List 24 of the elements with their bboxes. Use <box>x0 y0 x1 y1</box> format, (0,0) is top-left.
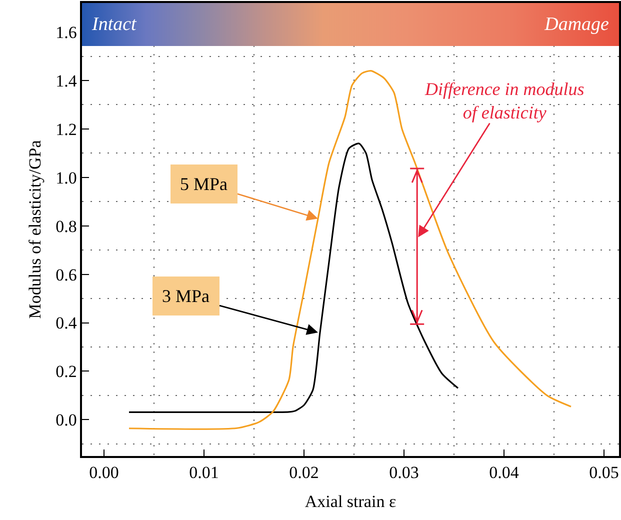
y-tick-label: 1.2 <box>56 120 77 139</box>
annotation: 5 MPa <box>180 174 228 194</box>
y-tick-label: 0.0 <box>56 410 77 430</box>
x-axis-title: Axial strain ε <box>304 492 396 512</box>
y-tick-label: 0.4 <box>56 314 78 333</box>
y-tick-label: 0.6 <box>56 265 77 284</box>
x-tick-label: 0.02 <box>289 463 319 482</box>
y-tick-label: 1.0 <box>56 168 77 188</box>
y-tick-label: 1.4 <box>56 71 78 90</box>
annotation: Intact <box>92 14 136 36</box>
y-tick-label: 0.2 <box>56 362 77 382</box>
x-tick-label: 0.01 <box>189 463 219 482</box>
annotation: 3 MPa <box>162 286 210 306</box>
x-tick-label: 0.05 <box>589 463 619 482</box>
annotation: Damage <box>544 14 609 36</box>
x-tick-label: 0.03 <box>389 463 419 482</box>
x-tick-label: 0.04 <box>489 463 520 482</box>
y-tick-label: 1.6 <box>56 23 77 42</box>
y-tick-label: 0.8 <box>56 216 77 236</box>
y-axis-title: Modulus of elasticity/GPa <box>26 140 45 319</box>
annotation: Difference in modulus of elasticity <box>424 79 584 122</box>
x-tick-label: 0.00 <box>89 463 119 482</box>
gradient-scale: Intact Damage <box>82 3 619 46</box>
line-series <box>128 142 459 414</box>
